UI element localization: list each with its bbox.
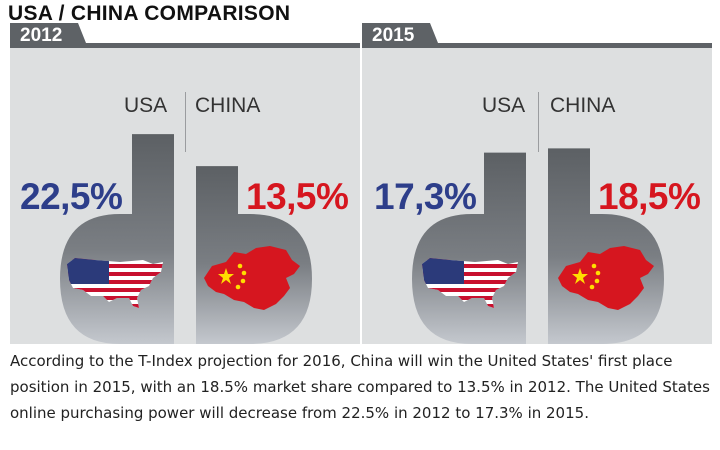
- china-label-2015: CHINA: [550, 94, 616, 117]
- chart-title: USA / CHINA COMPARISON: [8, 2, 291, 25]
- usa-value-2015: 17,3%: [374, 176, 477, 217]
- china-value-2012: 13,5%: [246, 176, 349, 217]
- usa-label-2015: USA: [482, 94, 526, 117]
- china-flag-map-icon: [204, 246, 300, 310]
- year-tab-2012: 2012: [10, 23, 88, 48]
- usa-bar-2012: [60, 134, 174, 344]
- panel-2015: 2015 USA CHINA 17,3% 18,5%: [362, 23, 712, 344]
- usa-value-2012: 22,5%: [20, 176, 123, 217]
- usa-flag-map-icon: [422, 258, 518, 308]
- year-tab-2015: 2015: [362, 23, 440, 48]
- divider-2015: [538, 92, 539, 152]
- china-flag-map-icon: [558, 246, 654, 310]
- divider-2012: [185, 92, 186, 152]
- caption-text: According to the T-Index projection for …: [10, 352, 710, 422]
- usa-flag-map-icon: [67, 258, 163, 308]
- usa-label-2012: USA: [124, 94, 168, 117]
- panel-2012: 2012 USA CHINA 22,5% 13,5%: [10, 23, 360, 344]
- usa-bar-2015: [412, 152, 526, 344]
- china-value-2015: 18,5%: [598, 176, 701, 217]
- china-label-2012: CHINA: [195, 94, 261, 117]
